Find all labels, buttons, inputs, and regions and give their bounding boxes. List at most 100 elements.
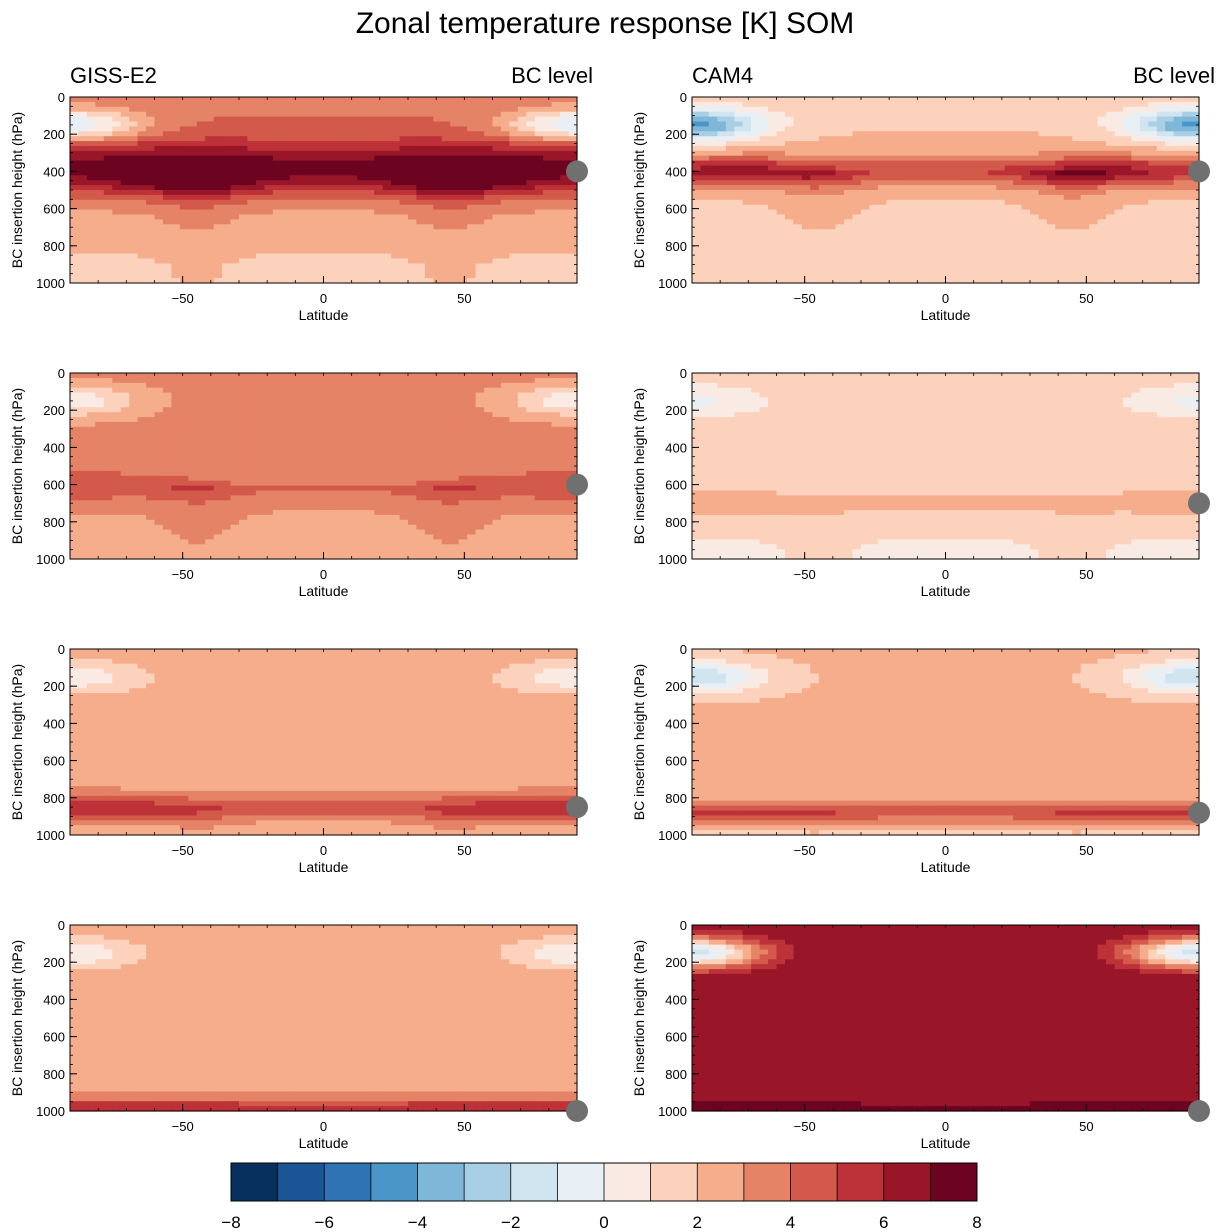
heatmap-cell [810,219,820,225]
heatmap-cell [1004,243,1014,250]
heatmap-cell [1046,204,1056,211]
heatmap-cell [408,214,417,220]
heatmap-cell [725,136,735,142]
heatmap-cell [112,160,122,167]
heatmap-cell [852,155,862,162]
heatmap-cell [1182,101,1192,108]
heatmap-cell [264,243,274,250]
heatmap-cell [928,224,938,230]
heatmap-cell [861,101,871,108]
heatmap-cell [1165,150,1175,157]
heatmap-cell [129,155,139,162]
heatmap-cell [1148,258,1158,264]
heatmap-cell [1089,131,1099,137]
heatmap-cell [827,155,837,162]
heatmap-cell [86,382,96,389]
heatmap-cell [801,126,811,132]
heatmap-cell [560,199,570,206]
heatmap-cell [458,160,468,167]
heatmap-cell [987,268,997,274]
heatmap-cell [441,253,451,260]
heatmap-cell [484,229,494,235]
heatmap-cell [734,194,744,201]
heatmap-cell [759,273,769,279]
heatmap-cell [1148,243,1158,250]
heatmap-cell [708,170,718,176]
heatmap-cell [86,417,96,423]
heatmap-cell [416,238,426,245]
heatmap-cell [112,421,122,428]
heatmap-cell [979,145,989,152]
heatmap-cell [852,204,862,211]
heatmap-cell [247,121,257,127]
heatmap-cell [129,194,139,201]
heatmap-cell [306,263,316,269]
heatmap-cell [154,209,164,216]
heatmap-cell [996,180,1006,186]
heatmap-cell [78,224,88,230]
heatmap-cell [78,101,88,108]
heatmap-cell [171,234,181,240]
heatmap-cell [560,131,570,137]
heatmap-cell [970,243,980,250]
heatmap-cell [492,165,502,171]
heatmap-cell [247,199,257,206]
heatmap-cell [255,194,265,201]
heatmap-cell [484,199,494,206]
heatmap-cell [137,170,147,176]
heatmap-cell [95,248,105,255]
heatmap-cell [1182,185,1192,191]
heatmap-cell [365,165,375,171]
heatmap-cell [222,141,232,147]
heatmap-cell [751,194,761,201]
heatmap-cell [852,145,862,152]
heatmap-cell [717,273,727,279]
heatmap-cell [171,224,181,230]
heatmap-cell [374,160,384,167]
heatmap-cell [996,170,1006,176]
heatmap-cell [357,273,367,279]
heatmap-cell [1089,155,1099,162]
heatmap-cell [103,554,113,560]
heatmap-cell [970,209,980,216]
heatmap-cell [551,234,561,240]
heatmap-cell [861,121,871,127]
heatmap-cell [844,263,854,269]
heatmap-cell [86,278,96,284]
heatmap-cell [103,470,113,477]
heatmap-cell [1097,199,1107,206]
heatmap-cell [298,278,308,284]
heatmap-cell [734,224,744,230]
heatmap-cell [315,165,325,171]
heatmap-cell [154,141,164,147]
heatmap-cell [1097,165,1107,171]
heatmap-cell [708,145,718,152]
heatmap-cell [391,214,401,220]
heatmap-cell [1131,111,1141,118]
heatmap-cell [247,180,257,186]
heatmap-cell [391,273,401,279]
heatmap-cell [103,214,113,220]
heatmap-cell [70,253,80,260]
heatmap-cell [1038,263,1048,269]
heatmap-cell [742,116,752,123]
heatmap-cell [467,214,477,220]
heatmap-cell [835,258,845,264]
heatmap-cell [467,253,477,260]
heatmap-cell [357,126,367,132]
heatmap-cell [146,268,156,274]
heatmap-cell [222,136,232,142]
heatmap-cell [382,268,392,274]
heatmap-cell [911,243,921,250]
heatmap-cell [987,175,997,181]
heatmap-cell [1055,204,1065,211]
heatmap-cell [692,126,702,132]
heatmap-cell [920,116,930,123]
heatmap-cell [517,141,527,147]
heatmap-cell [332,165,341,171]
heatmap-cell [171,101,181,108]
heatmap-cell [205,116,215,123]
heatmap-cell [86,544,96,550]
heatmap-cell [1080,194,1090,201]
